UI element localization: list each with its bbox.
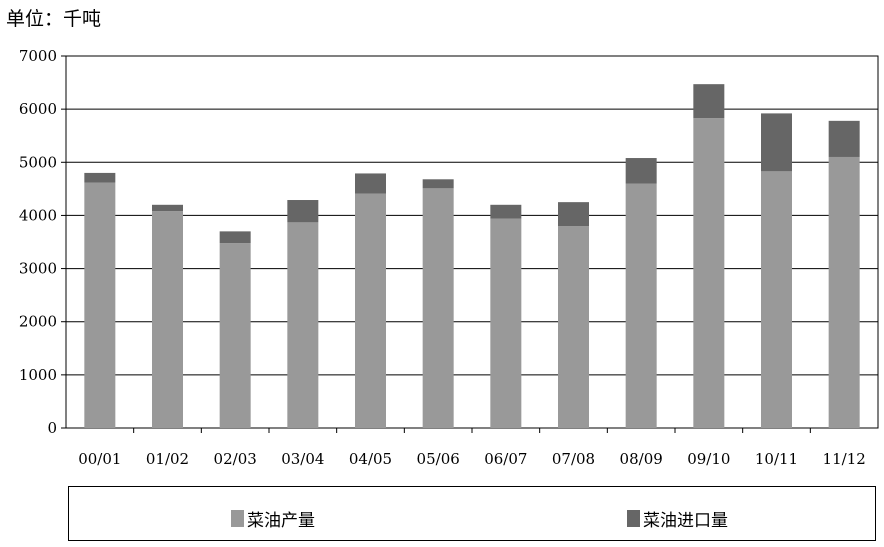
y-tick-label: 7000 [19,47,57,65]
y-tick-label: 1000 [19,366,57,384]
bar-import [287,200,319,223]
legend-swatch-import [627,510,640,527]
y-axis: 0 1000 2000 3000 4000 5000 6000 7000 [19,47,66,437]
y-tick-label: 4000 [19,206,57,224]
bar-production [693,118,725,429]
bar-production [84,182,116,428]
y-tick-label: 6000 [19,100,57,118]
y-tick-label: 3000 [19,260,57,278]
x-tick-label: 01/02 [146,450,189,468]
bar-import [761,113,792,172]
x-tick-label: 06/07 [484,450,527,468]
x-tick-label: 10/11 [755,450,798,468]
x-tick-label: 05/06 [417,450,460,468]
grid-lines [65,55,879,429]
legend-swatch-production [231,510,244,527]
stacked-bar-chart: 0 1000 2000 3000 4000 5000 6000 7000 00/01 01/02… [19,47,879,468]
bar-import [558,202,589,227]
bar-production [625,183,657,428]
x-tick-label: 07/08 [552,450,595,468]
x-tick-label: 00/01 [78,450,121,468]
x-tick-label: 11/12 [823,450,866,468]
x-tick-label: 04/05 [349,450,392,468]
bar-production [287,222,319,428]
bar-import [693,84,725,119]
x-tick-label: 03/04 [281,450,324,468]
bar-import [84,172,116,183]
bar-production [152,211,183,428]
bar-import [490,204,522,219]
legend-item-production: 菜油产量 [231,506,315,531]
bar-import [152,204,183,212]
bar-import [219,231,251,244]
plot-frame [65,55,879,429]
x-tick-label: 02/03 [214,450,257,468]
unit-label: 单位：千吨 [6,8,102,30]
bars [84,84,860,429]
legend-label-import: 菜油进口量 [643,511,728,531]
bar-production [219,243,251,428]
legend-item-import: 菜油进口量 [627,506,728,531]
bar-import [828,120,860,157]
x-tick-label: 08/09 [620,450,663,468]
x-tick-label: 09/10 [687,450,730,468]
bar-production [422,188,454,428]
y-tick-label: 5000 [19,153,57,171]
bar-import [355,173,386,194]
bar-import [625,158,657,184]
legend: 菜油产量 菜油进口量 [68,486,876,541]
bar-production [828,156,860,428]
y-tick-label: 0 [47,419,57,437]
bar-production [355,193,386,428]
legend-label-production: 菜油产量 [247,511,315,531]
bar-production [558,226,589,428]
bar-production [490,218,522,428]
bar-production [761,171,792,428]
bar-import [422,179,454,189]
x-axis: 00/01 01/02 02/03 03/04 04/05 05/06 06/07 07/08… [78,428,866,468]
y-tick-label: 2000 [19,313,57,331]
